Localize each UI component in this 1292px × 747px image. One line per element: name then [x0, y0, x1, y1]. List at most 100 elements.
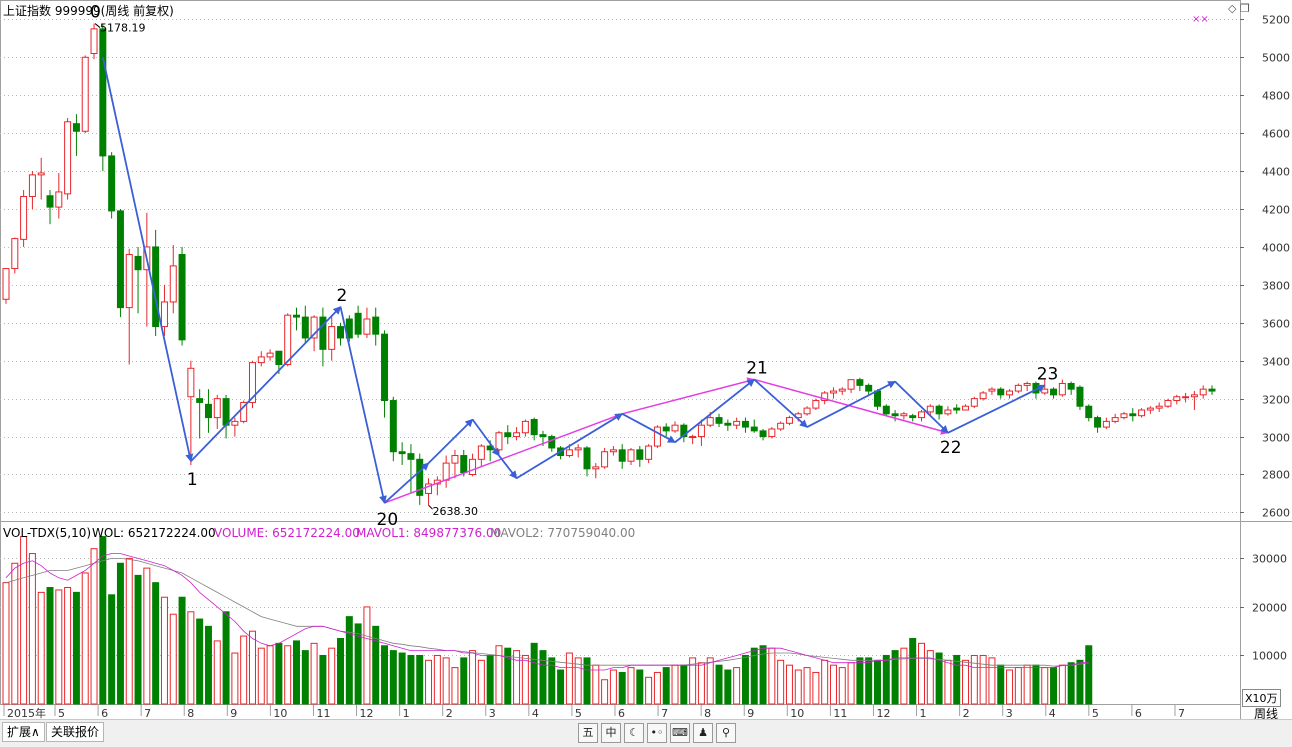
candle-down	[530, 418, 538, 436]
volume-bar	[372, 625, 380, 705]
volume-bar	[645, 676, 653, 705]
volume-bar	[160, 596, 168, 705]
price-tick-label: 4400	[1262, 166, 1290, 179]
candle-down	[389, 400, 397, 453]
candle-up	[257, 356, 265, 364]
volume-bar	[539, 650, 547, 705]
volume-bar	[1058, 664, 1066, 705]
candle-up	[266, 352, 274, 358]
wave-label: 2	[337, 286, 348, 306]
punctuation-icon[interactable]: •◦	[647, 723, 667, 743]
candle-up	[213, 398, 221, 419]
price-tick-label: 4800	[1262, 90, 1290, 103]
candle-up	[706, 417, 714, 426]
candle-up	[469, 458, 477, 475]
volume-tick-label: 20000	[1252, 602, 1287, 615]
tab-expand[interactable]: 扩展∧	[2, 722, 45, 742]
wol-label: WOL: 652172224.00	[92, 526, 216, 540]
candle-down	[953, 407, 961, 411]
indicator-name[interactable]: VOL-TDX(5,10)	[3, 526, 92, 540]
candle-up	[1155, 405, 1163, 409]
candle-up	[970, 398, 978, 407]
volume-bar	[345, 616, 353, 705]
candle-up	[169, 265, 177, 303]
user-icon[interactable]: ♟	[693, 723, 713, 743]
candle-up	[777, 422, 785, 430]
volume-bar	[741, 654, 749, 705]
candle-up	[1041, 388, 1049, 394]
candle-up	[689, 436, 697, 439]
volume-bar	[2, 582, 10, 705]
candle-down	[354, 312, 362, 335]
maximize-icon[interactable]: ❐	[1239, 2, 1250, 15]
candle-up	[1199, 388, 1207, 396]
volume-bar	[213, 640, 221, 705]
volume-bar	[997, 664, 1005, 705]
candle-down	[1076, 386, 1084, 407]
month-label: 4	[532, 707, 539, 719]
candle-down	[583, 447, 591, 470]
candle-down	[398, 451, 406, 455]
blue-wave-line	[674, 378, 756, 443]
volume-bar	[768, 647, 776, 705]
candle-up	[81, 56, 89, 132]
wave-label: 23	[1037, 364, 1059, 384]
volume-bar	[469, 650, 477, 705]
volume-bar	[143, 567, 151, 705]
volume-bar	[301, 650, 309, 705]
price-tick-label: 2800	[1262, 469, 1290, 482]
volume-bar	[90, 548, 98, 705]
candle-down	[1067, 382, 1075, 390]
volume-bar	[1067, 662, 1075, 705]
month-label: 7	[144, 707, 151, 719]
volume-bar	[108, 594, 116, 705]
chinese-input-icon[interactable]: 中	[601, 723, 621, 743]
candle-down	[1208, 388, 1216, 392]
volume-bar	[204, 625, 212, 705]
volume-bar	[169, 613, 177, 705]
blue-wave-line	[190, 306, 342, 462]
mavol2-label: MAVOL2: 770759040.00	[490, 526, 636, 540]
window-icons[interactable]: ◇ ❐	[1228, 2, 1250, 15]
candle-up	[1146, 407, 1154, 411]
tab-related-quote[interactable]: 关联报价	[46, 722, 105, 742]
candle-up	[90, 28, 98, 55]
month-label: 3	[1006, 707, 1013, 719]
candle-up	[1138, 409, 1146, 417]
tool-wrench-icon[interactable]: ⚲	[716, 723, 736, 743]
moon-icon[interactable]: ☾	[624, 723, 644, 743]
volume-bar	[697, 662, 705, 705]
volume-bar	[477, 659, 485, 705]
candle-down	[178, 254, 186, 341]
volume-bar	[425, 659, 433, 705]
volume-bar	[1041, 667, 1049, 705]
month-label: 12	[360, 707, 374, 719]
candle-up	[803, 407, 811, 415]
candle-down	[345, 318, 353, 339]
volume-bar	[557, 669, 565, 705]
candle-up	[442, 462, 450, 481]
volume-bar	[962, 659, 970, 705]
price-tick-label: 4200	[1262, 204, 1290, 217]
volume-bar	[442, 657, 450, 705]
restore-icon[interactable]: ◇	[1228, 2, 1237, 15]
volume-bar	[935, 652, 943, 705]
five-icon[interactable]: 五	[578, 723, 598, 743]
candle-up	[240, 401, 248, 422]
volume-bar	[11, 562, 19, 705]
month-label: 7	[1178, 707, 1185, 719]
low-price-label: 2638.30	[433, 505, 479, 518]
volume-bar	[803, 667, 811, 705]
candle-up	[900, 413, 908, 417]
volume-bar	[284, 645, 292, 705]
period-label: 周线	[1254, 707, 1279, 721]
price-tick-label: 2600	[1262, 507, 1290, 520]
month-label: 2	[446, 707, 453, 719]
wave-label: 20	[377, 510, 399, 530]
candle-up	[627, 449, 635, 462]
chart-title: 上证指数 999999(周线 前复权)	[3, 4, 174, 18]
keyboard-icon[interactable]: ⌨	[670, 723, 690, 743]
volume-bar	[134, 574, 142, 705]
candle-down	[891, 413, 899, 417]
candle-down	[1094, 417, 1102, 428]
